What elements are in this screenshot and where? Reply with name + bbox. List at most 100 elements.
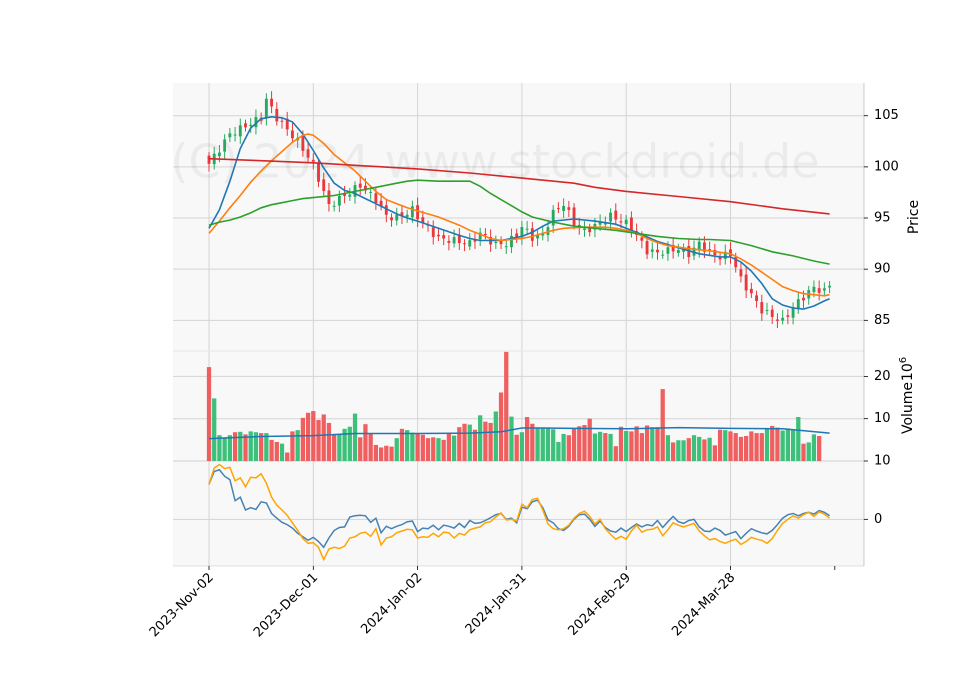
candle-body — [311, 159, 315, 162]
volume-bar — [363, 424, 368, 461]
volume-bar — [264, 433, 269, 461]
volume-bar — [691, 435, 697, 461]
candle-body — [749, 288, 753, 294]
volume-bar — [545, 428, 551, 461]
price-tick-label: 90 — [874, 262, 891, 277]
candle-body — [317, 162, 320, 182]
volume-bar — [759, 433, 764, 461]
volume-bar — [551, 429, 556, 461]
candle-body — [270, 98, 274, 107]
volume-bar — [243, 434, 248, 461]
volume-bar — [624, 430, 629, 461]
candle-body — [702, 242, 706, 252]
candle-body — [400, 212, 404, 217]
price-moving-average — [208, 115, 830, 310]
candle-body — [551, 209, 555, 226]
volume-bar — [420, 434, 425, 461]
volume-bar — [394, 438, 399, 461]
volume-bar — [639, 433, 644, 461]
volume-bar — [405, 430, 410, 461]
volume-bar — [384, 445, 389, 461]
volume-bar — [472, 429, 478, 461]
candle-body — [395, 214, 399, 221]
volume-bar — [300, 417, 306, 461]
volume-bar — [509, 416, 514, 461]
volume-bar — [660, 389, 665, 461]
x-tick-label: 2024-Jan-31 — [463, 570, 530, 637]
volume-bar — [603, 433, 608, 461]
volume-bar — [467, 424, 472, 461]
volume-bar — [514, 434, 519, 461]
volume-bar — [608, 433, 613, 461]
indicator-tick-label: 0 — [874, 512, 882, 527]
candle-body — [661, 254, 665, 256]
volume-tick-label: 20 — [874, 369, 891, 384]
volume-bar — [415, 433, 420, 461]
candle-body — [217, 152, 221, 157]
candle-body — [457, 234, 461, 244]
candle-body — [708, 249, 712, 251]
price-tick-label: 95 — [874, 211, 891, 226]
volume-bar — [670, 442, 676, 461]
volume-bar — [744, 436, 749, 461]
candle-body — [718, 257, 722, 260]
volume-bar — [399, 428, 405, 461]
candle-body — [755, 295, 759, 302]
candle-body — [770, 309, 774, 317]
candle-body — [598, 222, 602, 225]
volume-bar — [279, 443, 285, 461]
volume-bar — [352, 413, 358, 461]
candle-body — [791, 307, 795, 318]
price-tick-label: 100 — [874, 159, 899, 174]
candle-body — [536, 234, 539, 239]
volume-bar — [410, 432, 415, 461]
candle-body — [374, 193, 378, 204]
candle-body — [676, 249, 680, 253]
candle-body — [275, 108, 279, 122]
candle-body — [812, 286, 816, 293]
volume-bar — [373, 444, 379, 461]
candle-body — [348, 194, 352, 197]
volume-bar — [206, 367, 212, 461]
volume-bar — [259, 433, 264, 461]
volume-bar — [592, 433, 598, 461]
volume-bar — [775, 427, 780, 461]
candle-body — [207, 155, 211, 164]
candle-body — [624, 219, 628, 225]
volume-bar — [754, 433, 759, 461]
volume-bar — [790, 430, 796, 461]
volume-bar — [504, 351, 509, 461]
x-tick-label: 2023-Dec-01 — [251, 570, 321, 640]
volume-bar — [811, 434, 817, 461]
candle-body — [327, 190, 331, 205]
candle-body — [556, 208, 560, 210]
indicator-tick-label: 10 — [874, 454, 891, 469]
candle-body — [828, 285, 832, 288]
volume-bar — [566, 435, 571, 461]
volume-bar — [796, 417, 801, 461]
x-tick-label: 2024-Mar-28 — [669, 570, 738, 639]
volume-bar — [332, 434, 337, 461]
volume-bar — [665, 435, 671, 461]
volume-bar — [686, 438, 691, 461]
candle-body — [781, 317, 785, 321]
candle-body — [525, 228, 529, 230]
candle-body — [802, 297, 805, 301]
candle-body — [468, 240, 472, 247]
volume-bar — [519, 432, 525, 461]
volume-bar — [493, 411, 498, 461]
volume-bar — [378, 447, 384, 461]
candle-body — [410, 206, 414, 218]
volume-bar — [738, 436, 744, 461]
candle-body — [358, 183, 362, 188]
volume-bar — [530, 423, 535, 461]
candle-body — [504, 246, 508, 248]
candle-body — [291, 130, 294, 139]
volume-bar — [305, 412, 311, 461]
volume-bar — [498, 392, 504, 461]
volume-bar — [733, 433, 738, 461]
candle-body — [483, 233, 487, 236]
volume-bar — [571, 428, 577, 461]
candle-body — [666, 247, 670, 254]
